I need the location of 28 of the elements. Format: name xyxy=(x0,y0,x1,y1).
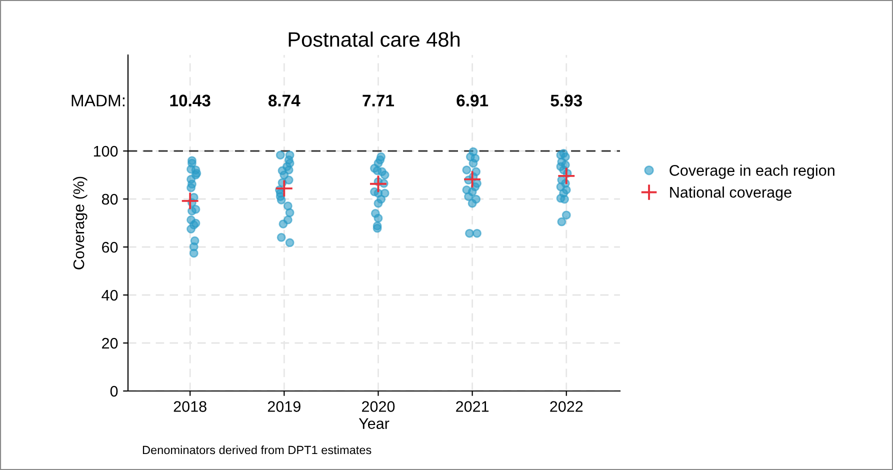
y-tick-label: 20 xyxy=(102,338,118,349)
y-axis-title: Coverage (%) xyxy=(72,176,88,270)
annotation: 6.91 xyxy=(456,94,488,106)
text: Denominators derived from DPT1 estimates xyxy=(142,445,372,454)
point xyxy=(274,179,294,198)
x-tick-label: 2019 xyxy=(268,401,300,412)
y-tick-label: 0 xyxy=(110,386,118,397)
x-tick-label: 2018 xyxy=(174,401,206,412)
legend-label: National coverage xyxy=(670,186,792,201)
y-tick-label: 60 xyxy=(102,242,118,253)
y-tick-label: 40 xyxy=(102,290,118,301)
y-tick-label: 80 xyxy=(102,194,118,205)
annotation: 7.71 xyxy=(362,94,394,106)
x-tick-label: 2022 xyxy=(550,401,583,412)
point xyxy=(557,166,576,186)
annotation: 5.93 xyxy=(550,94,582,106)
x-tick-label: 2020 xyxy=(362,401,395,412)
text: MADM: xyxy=(72,94,124,106)
point xyxy=(180,192,200,210)
chart-title: Postnatal care 48h xyxy=(288,32,460,47)
y-tick-label: 100 xyxy=(94,146,118,157)
annotation: 8.74 xyxy=(268,94,300,106)
point xyxy=(463,170,482,189)
legend-label: Coverage in each region xyxy=(670,164,834,179)
annotation: 10.43 xyxy=(170,94,210,106)
x-axis-title: Year xyxy=(358,418,390,429)
point xyxy=(369,174,388,194)
x-tick-label: 2021 xyxy=(456,401,489,412)
